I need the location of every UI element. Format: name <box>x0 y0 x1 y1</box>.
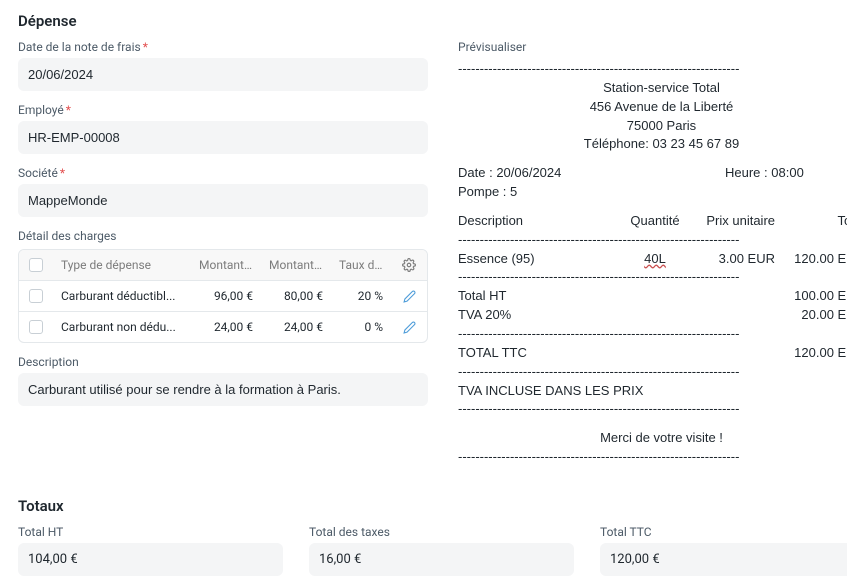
row-checkbox-cell[interactable] <box>19 281 53 311</box>
date-input[interactable] <box>18 58 428 91</box>
receipt-vat-note: TVA INCLUSE DANS LES PRIX <box>458 382 847 401</box>
preview-label: Prévisualiser <box>458 40 847 54</box>
row-amount1: 24,00 € <box>191 312 261 342</box>
receipt-address2: 75000 Paris <box>458 117 847 136</box>
receipt-date-label: Date : <box>458 165 493 180</box>
receipt-col-total: Total <box>775 212 847 231</box>
receipt-total-label: TOTAL TTC <box>458 344 755 363</box>
receipt-pump-label: Pompe : <box>458 184 506 199</box>
date-label-text: Date de la note de frais <box>18 40 141 54</box>
date-field: Date de la note de frais* <box>18 40 428 91</box>
total-ttc-value: 120,00 € <box>600 543 847 576</box>
receipt-divider: ----------------------------------------… <box>458 363 847 382</box>
receipt-item-desc: Essence (95) <box>458 250 625 269</box>
row-type: Carburant non dédu... <box>53 312 191 342</box>
company-field: Société* <box>18 166 428 217</box>
header-checkbox-cell[interactable] <box>19 250 53 280</box>
receipt-col-headers: Description Quantité Prix unitaire Total <box>458 212 847 231</box>
charges-header-row: Type de dépense Montant... Montant... Ta… <box>19 250 427 281</box>
header-rate[interactable]: Taux de ... <box>331 250 391 280</box>
receipt-subtotal-label: Total HT <box>458 287 755 306</box>
row-rate: 20 % <box>331 281 391 311</box>
receipt-divider: ----------------------------------------… <box>458 448 847 467</box>
total-ttc-label: Total TTC <box>600 525 847 539</box>
receipt-store-name: Station-service Total <box>458 79 847 98</box>
table-row[interactable]: Carburant non dédu... 24,00 € 24,00 € 0 … <box>19 312 427 342</box>
table-row[interactable]: Carburant déductibl... 96,00 € 80,00 € 2… <box>19 281 427 312</box>
total-ht-value: 104,00 € <box>18 543 283 576</box>
receipt-time-value: 08:00 <box>771 165 804 180</box>
employee-input[interactable] <box>18 121 428 154</box>
table-settings-icon[interactable] <box>391 250 427 280</box>
totals-section-title: Totaux <box>18 497 847 515</box>
employee-label-text: Employé <box>18 103 64 117</box>
company-label: Société* <box>18 166 428 180</box>
receipt-item-qty: 40L <box>644 251 666 266</box>
header-amount1[interactable]: Montant... <box>191 250 261 280</box>
receipt-vat-label: TVA 20% <box>458 306 755 325</box>
row-type: Carburant déductibl... <box>53 281 191 311</box>
receipt-subtotal-value: 100.00 EUR <box>755 287 847 306</box>
receipt-divider: ----------------------------------------… <box>458 268 847 287</box>
total-tax-box: Total des taxes 16,00 € <box>309 525 574 576</box>
row-rate: 0 % <box>331 312 391 342</box>
receipt-date-value: 20/06/2024 <box>496 165 561 180</box>
receipt-item-row: Essence (95) 40L 3.00 EUR 120.00 EUR <box>458 250 847 269</box>
receipt-thanks: Merci de votre visite ! <box>458 429 847 448</box>
charges-label: Détail des charges <box>18 229 428 243</box>
edit-row-icon[interactable] <box>391 313 427 342</box>
row-amount1: 96,00 € <box>191 281 261 311</box>
row-checkbox[interactable] <box>29 289 43 303</box>
required-mark: * <box>143 40 148 54</box>
receipt-subtotal-row: Total HT 100.00 EUR <box>458 287 847 306</box>
required-mark: * <box>60 166 65 180</box>
receipt-divider: ----------------------------------------… <box>458 400 847 419</box>
employee-label: Employé* <box>18 103 428 117</box>
receipt-preview: ----------------------------------------… <box>458 60 847 467</box>
header-amount2[interactable]: Montant... <box>261 250 331 280</box>
expense-section-title: Dépense <box>18 12 847 30</box>
row-checkbox-cell[interactable] <box>19 312 53 342</box>
receipt-total-value: 120.00 EUR <box>755 344 847 363</box>
date-label: Date de la note de frais* <box>18 40 428 54</box>
receipt-col-unit: Prix unitaire <box>685 212 775 231</box>
required-mark: * <box>66 103 71 117</box>
total-tax-value: 16,00 € <box>309 543 574 576</box>
receipt-pump-row: Pompe : 5 <box>458 183 847 202</box>
select-all-checkbox[interactable] <box>29 258 43 272</box>
edit-row-icon[interactable] <box>391 282 427 311</box>
receipt-item-total: 120.00 EUR <box>775 250 847 269</box>
receipt-time-label: Heure : <box>725 165 768 180</box>
description-input[interactable] <box>18 373 428 406</box>
receipt-vat-value: 20.00 EUR <box>755 306 847 325</box>
total-ttc-box: Total TTC 120,00 € <box>600 525 847 576</box>
receipt-divider: ----------------------------------------… <box>458 231 847 250</box>
total-tax-label: Total des taxes <box>309 525 574 539</box>
receipt-divider: ----------------------------------------… <box>458 325 847 344</box>
description-field: Description <box>18 355 428 406</box>
row-amount2: 24,00 € <box>261 312 331 342</box>
total-ht-box: Total HT 104,00 € <box>18 525 283 576</box>
receipt-vat-row: TVA 20% 20.00 EUR <box>458 306 847 325</box>
receipt-pump-value: 5 <box>510 184 517 199</box>
charges-table: Type de dépense Montant... Montant... Ta… <box>18 249 428 343</box>
employee-field: Employé* <box>18 103 428 154</box>
description-label: Description <box>18 355 428 369</box>
receipt-col-qty: Quantité <box>625 212 685 231</box>
receipt-item-unit: 3.00 EUR <box>685 250 775 269</box>
receipt-col-desc: Description <box>458 212 625 231</box>
header-type[interactable]: Type de dépense <box>53 250 191 280</box>
receipt-phone: Téléphone: 03 23 45 67 89 <box>458 135 847 154</box>
company-label-text: Société <box>18 166 58 180</box>
row-checkbox[interactable] <box>29 320 43 334</box>
receipt-divider: ----------------------------------------… <box>458 60 847 79</box>
receipt-datetime-row: Date : 20/06/2024 Heure : 08:00 <box>458 164 847 183</box>
company-input[interactable] <box>18 184 428 217</box>
receipt-address1: 456 Avenue de la Liberté <box>458 98 847 117</box>
total-ht-label: Total HT <box>18 525 283 539</box>
row-amount2: 80,00 € <box>261 281 331 311</box>
receipt-total-row: TOTAL TTC 120.00 EUR <box>458 344 847 363</box>
